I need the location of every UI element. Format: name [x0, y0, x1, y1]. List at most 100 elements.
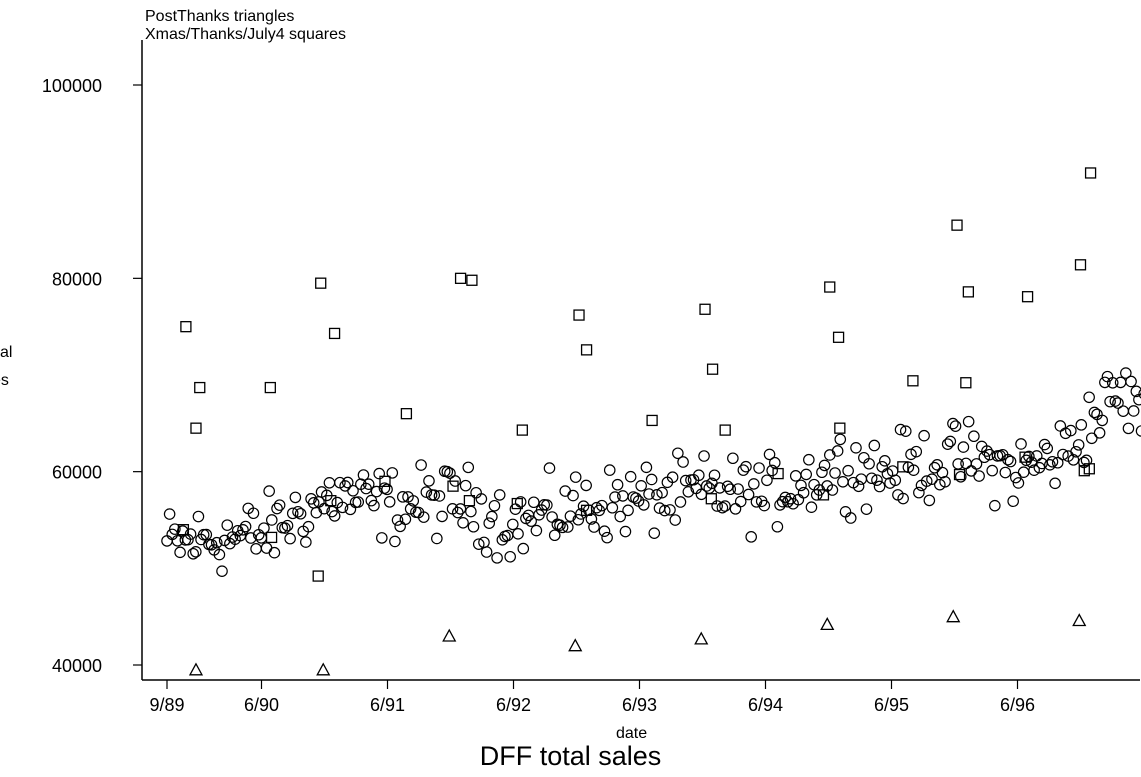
data-point-circle	[1049, 477, 1061, 490]
data-point-circle	[318, 502, 330, 515]
data-point-circle	[803, 453, 815, 466]
x-axis-label: date	[616, 725, 648, 742]
data-point-circle	[635, 479, 647, 492]
data-point-circle	[323, 476, 336, 489]
data-point-square	[328, 327, 341, 340]
data-point-circle	[860, 503, 873, 515]
data-point-circle	[700, 480, 713, 492]
data-point-circle	[169, 523, 181, 535]
data-point-circle	[732, 483, 744, 495]
data-point-circle	[1085, 432, 1098, 445]
data-point-circle	[758, 499, 771, 512]
data-point-circle	[247, 507, 260, 520]
data-point-circle	[645, 473, 658, 486]
data-point-circle	[530, 524, 543, 537]
data-point-circle	[567, 489, 579, 502]
data-point-square	[516, 424, 528, 436]
data-point-square	[705, 493, 717, 505]
data-point-square	[580, 504, 593, 516]
data-point-circle	[475, 493, 488, 505]
chart-title: DFF total sales	[479, 741, 662, 771]
data-point-circle	[724, 483, 737, 496]
data-points	[161, 167, 1141, 676]
data-point-square	[180, 321, 192, 333]
data-point-circle	[719, 500, 731, 512]
x-tick-label: 6/96	[1000, 695, 1035, 715]
data-point-circle	[609, 491, 621, 503]
x-tick-label: 6/91	[370, 695, 405, 715]
data-point-circle	[373, 467, 385, 480]
data-point-circle	[467, 520, 480, 533]
data-point-circle	[941, 438, 954, 450]
data-point-circle	[740, 460, 752, 473]
data-point-circle	[483, 517, 496, 529]
data-point-circle	[572, 513, 585, 526]
data-point-circle	[734, 495, 747, 508]
data-point-circle	[630, 492, 642, 504]
data-point-circle	[161, 535, 173, 547]
data-point-circle	[459, 479, 472, 492]
data-point-circle	[470, 486, 482, 499]
data-point-circle	[954, 470, 967, 483]
data-point-circle	[210, 536, 223, 549]
data-point-circle	[800, 468, 813, 481]
data-point-square	[573, 309, 585, 321]
data-point-circle	[970, 458, 983, 470]
data-point-circle	[677, 456, 689, 468]
data-point-circle	[1051, 456, 1064, 469]
data-point-circle	[637, 499, 650, 511]
data-point-circle	[834, 433, 847, 446]
data-point-circle	[263, 485, 275, 497]
data-point-triangle	[694, 631, 709, 645]
data-point-square	[699, 303, 711, 315]
data-point-circle	[216, 565, 228, 577]
data-point-square	[824, 281, 836, 293]
data-point-circle	[1044, 459, 1056, 471]
data-point-circle	[265, 514, 278, 526]
data-point-circle	[258, 522, 270, 534]
data-point-circle	[693, 469, 705, 482]
data-point-square	[194, 381, 206, 394]
data-point-circle	[174, 546, 186, 559]
data-point-circle	[1046, 455, 1059, 468]
x-tick-label: 6/90	[244, 695, 279, 715]
data-point-square	[400, 408, 413, 420]
data-point-circle	[897, 492, 909, 505]
data-point-circle	[1096, 414, 1109, 427]
data-point-circle	[559, 485, 571, 497]
data-point-circle	[656, 486, 668, 499]
data-point-circle	[357, 469, 370, 481]
x-tick-label: 6/93	[622, 695, 657, 715]
data-point-circle	[928, 461, 941, 474]
data-point-circle	[910, 445, 923, 458]
data-point-circle	[310, 506, 323, 519]
data-point-circle	[931, 459, 944, 471]
data-point-circle	[672, 447, 684, 460]
data-point-circle	[433, 490, 446, 502]
data-point-circle	[844, 512, 857, 524]
data-point-circle	[939, 475, 951, 488]
data-point-circle	[514, 496, 527, 508]
data-point-circle	[1125, 375, 1137, 388]
data-point-circle	[999, 466, 1012, 479]
y-tick-label: 60000	[52, 463, 102, 483]
data-point-square	[463, 495, 476, 507]
data-point-circle	[1120, 367, 1132, 379]
data-point-circle	[989, 499, 1001, 512]
data-point-circle	[1093, 427, 1106, 439]
data-point-square	[719, 424, 731, 436]
data-point-circle	[394, 520, 406, 533]
data-point-circle	[962, 415, 975, 428]
data-point-square	[466, 274, 478, 286]
data-point-circle	[745, 531, 758, 543]
data-point-circle	[279, 522, 291, 534]
data-point-circle	[768, 456, 781, 469]
data-point-circle	[391, 514, 404, 526]
data-point-circle	[271, 502, 283, 515]
data-point-circle	[863, 457, 875, 470]
data-point-circle	[829, 467, 841, 479]
data-point-triangle	[568, 638, 583, 652]
data-point-circle	[1072, 439, 1085, 451]
x-axis-ticks: 9/89 6/90 6/91 6/92 6/93 6/94 6/95 6/96	[149, 680, 1035, 715]
data-point-circle	[947, 417, 959, 430]
